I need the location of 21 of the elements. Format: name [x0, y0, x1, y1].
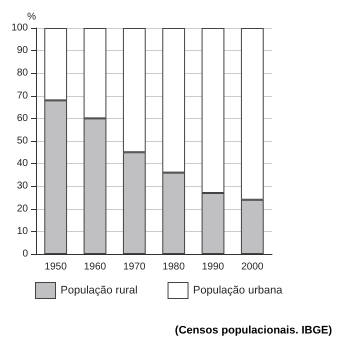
x-tick-label: 1990: [202, 262, 225, 272]
x-tick-label: 1950: [44, 262, 68, 272]
x-tick-label: 1970: [123, 262, 146, 272]
y-tick-label: 100: [11, 22, 28, 34]
x-tick-label: 1980: [162, 262, 186, 272]
y-tick-label: 20: [16, 203, 28, 214]
y-tick-label: 40: [16, 158, 28, 170]
legend-label: População rural: [60, 284, 138, 296]
x-tick-label: 2000: [241, 262, 264, 272]
y-tick-label: 30: [16, 180, 28, 192]
text: (Censos populacionais. IBGE): [174, 324, 332, 336]
y-tick-label: 0: [22, 248, 28, 260]
x-tick-label: 1960: [84, 262, 107, 272]
y-tick-label: 60: [16, 112, 28, 124]
legend-label: População urbana: [193, 284, 284, 296]
y-tick-label: 80: [16, 68, 28, 79]
y-tick-label: 50: [16, 136, 28, 146]
y-tick-label: 70: [16, 90, 28, 102]
y-axis-title: %: [27, 12, 36, 22]
y-tick-label: 90: [16, 45, 28, 56]
y-tick-label: 10: [16, 226, 28, 237]
